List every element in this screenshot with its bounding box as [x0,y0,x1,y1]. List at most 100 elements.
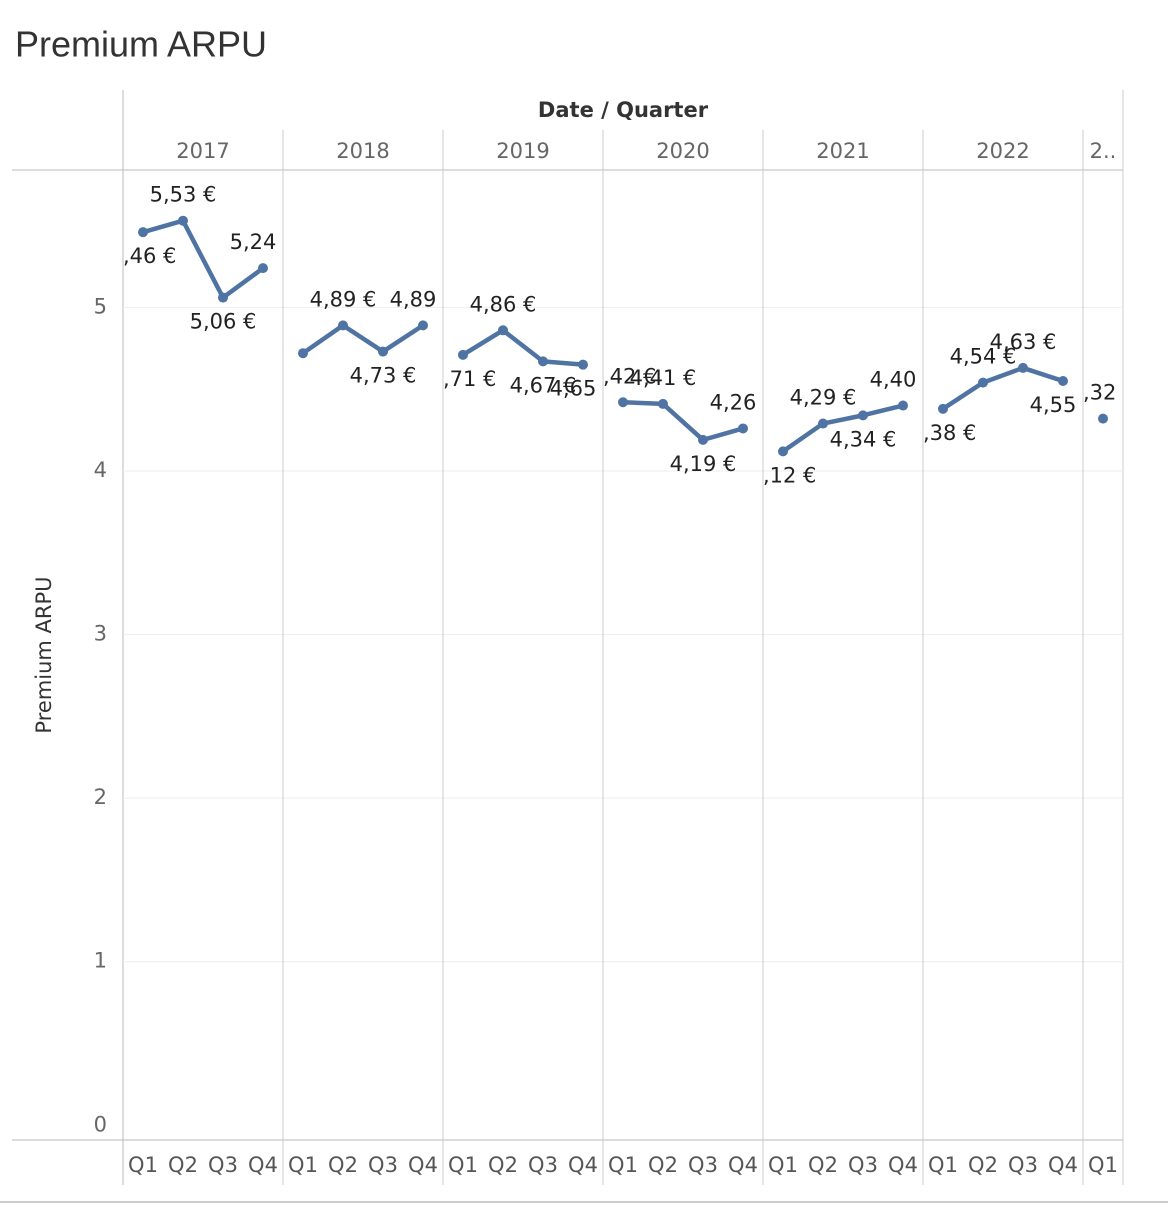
x-tick-label: Q3 [528,1153,558,1177]
data-label: 5,06 € [190,310,257,334]
data-label: 5,24 € [230,230,297,254]
data-label: 4,38 € [910,421,977,445]
pane: 4,89 € 4,73 € 4,89 € [298,287,457,388]
point [658,398,668,409]
point [778,446,788,457]
pane: 5,46 € 5,53 € 5,06 € 5,24 € [123,183,297,334]
point [378,346,388,357]
x-tick-label: Q3 [1008,1153,1038,1177]
header: Date / Quarter [538,98,709,122]
y-axis-title: Premium ARPU [32,576,56,733]
point [338,320,348,331]
point [858,410,868,421]
year-label: 2.. [1090,139,1117,163]
x-tick-label: Q1 [928,1153,958,1177]
series-line [301,323,425,356]
x-tick-label: Q2 [968,1153,998,1177]
x-tick-label: Q2 [488,1153,518,1177]
pane: 4,38 € 4,54 €4,63 € 4,55 € [910,330,1097,445]
point [258,263,268,274]
point [298,348,308,359]
year-label: 2019 [496,139,549,163]
series-line [142,218,265,300]
point [458,349,468,360]
y-tick-label: 0 [94,1112,107,1136]
x-tick-label: Q2 [808,1153,838,1177]
series-line [461,328,584,367]
data-label: 4,67 € [510,373,577,397]
x-tick-label: Q4 [568,1153,598,1177]
series-line [941,365,1064,411]
x-tick-label: Q1 [448,1153,478,1177]
series-line [781,403,904,454]
x-tick-label: Q3 [368,1153,398,1177]
data-label: 4,89 € [390,287,457,311]
y-tick-label: 3 [94,622,107,646]
data-label: 4,41 € [630,366,697,390]
point [738,423,748,434]
y-tick-label: 2 [94,785,107,809]
data-label: 4,40 € [870,368,937,392]
data-label: 4,54 € [950,345,1017,369]
x-tick-label: Q4 [728,1153,758,1177]
y-tick-label: 4 [94,458,107,482]
x-tick-label: Q4 [248,1153,278,1177]
point [218,292,228,303]
x-tick-label: Q1 [128,1153,158,1177]
point [178,215,188,226]
x-tick-label: Q2 [328,1153,358,1177]
data-label: 4,86 € [470,292,537,316]
x-tick-label: Q2 [168,1153,198,1177]
year-label: 2020 [656,139,709,163]
chart-title: Premium ARPU [15,24,267,65]
x-tick-label: Q3 [208,1153,238,1177]
pane: 4,42 €4,41 € 4,19 € 4,26 € [590,364,763,476]
y-tick-label: 5 [94,294,107,318]
point [1018,362,1028,373]
x-tick-label: Q1 [288,1153,318,1177]
point [978,377,988,388]
data-label: 5,53 € [150,183,217,207]
point [898,400,908,411]
data-label: 4,12 € [750,463,817,487]
point [818,418,828,429]
data-label: 4,71 € [430,367,497,391]
data-label: 4,34 € [830,427,897,451]
data-label: 4,65 € [550,377,617,401]
x-tick-label: Q1 [608,1153,638,1177]
data-label: 4,89 € [310,287,377,311]
pane: 4,32 € [1070,381,1137,424]
year-label: 2017 [176,139,229,163]
point [1098,413,1108,424]
x-tick-label: Q3 [848,1153,878,1177]
point [938,403,948,414]
y-tick-label: 1 [94,949,107,973]
point [138,227,148,238]
point [698,434,708,445]
data-label: 4,42 € [590,364,657,388]
data-label: 4,19 € [670,452,737,476]
point [1058,376,1068,387]
year-label: 2018 [336,139,389,163]
x-tick-label: Q3 [688,1153,718,1177]
x-tick-label: Q1 [1088,1153,1118,1177]
x-tick-label: Q2 [648,1153,678,1177]
point [578,359,588,370]
x-tick-label: Q4 [1048,1153,1078,1177]
point [538,356,548,367]
data-label: 4,55 € [1030,393,1097,417]
data-label: 4,29 € [790,386,857,410]
year-label: 2022 [976,139,1029,163]
x-tick-label: Q4 [888,1153,918,1177]
pane: 4,12 € 4,29 € 4,34 € 4,40 € [750,368,937,488]
point [418,320,428,331]
point [618,397,628,408]
x-tick-label: Q1 [768,1153,798,1177]
data-label: 4,32 € [1070,381,1137,405]
x-tick-label: Q4 [408,1153,438,1177]
pane: 4,71 € 4,86 € 4,67 €4,65 € [430,292,617,401]
data-label: 4,73 € [350,364,417,388]
year-label: 2021 [816,139,869,163]
series-line [622,400,744,443]
